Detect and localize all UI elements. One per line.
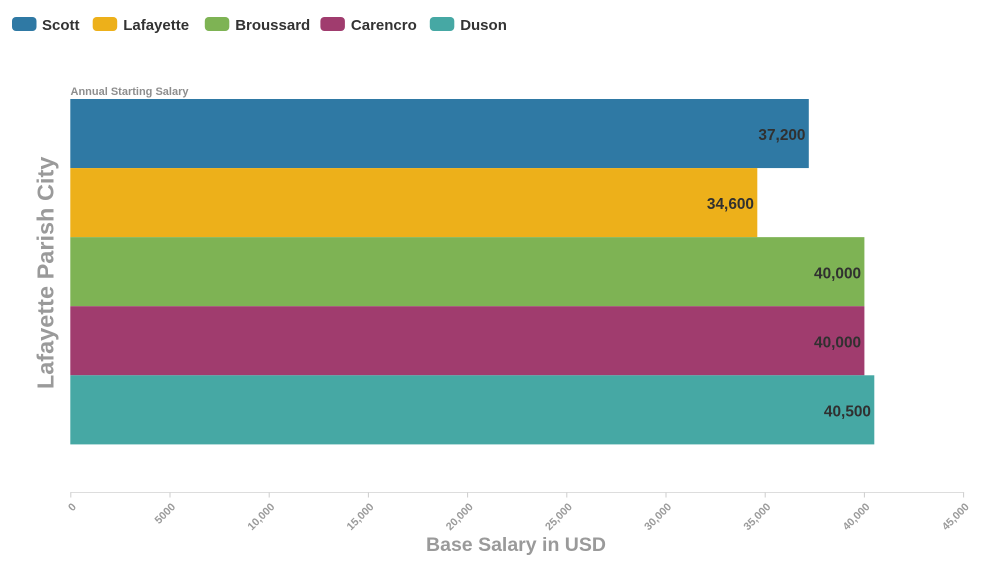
svg-text:40,000: 40,000: [814, 265, 861, 282]
svg-text:40,500: 40,500: [824, 404, 871, 421]
svg-text:Base Salary in USD: Base Salary in USD: [426, 534, 606, 556]
svg-text:Duson: Duson: [460, 17, 507, 34]
svg-text:Carencro: Carencro: [351, 17, 417, 34]
svg-text:Lafayette: Lafayette: [123, 17, 189, 34]
svg-text:Broussard: Broussard: [235, 17, 310, 34]
svg-text:34,600: 34,600: [707, 196, 754, 213]
svg-text:Scott: Scott: [42, 17, 80, 34]
svg-text:Annual Starting Salary: Annual Starting Salary: [71, 86, 190, 98]
svg-text:Lafayette Parish City: Lafayette Parish City: [33, 157, 59, 389]
svg-text:40,000: 40,000: [814, 334, 861, 351]
svg-text:37,200: 37,200: [758, 127, 805, 144]
